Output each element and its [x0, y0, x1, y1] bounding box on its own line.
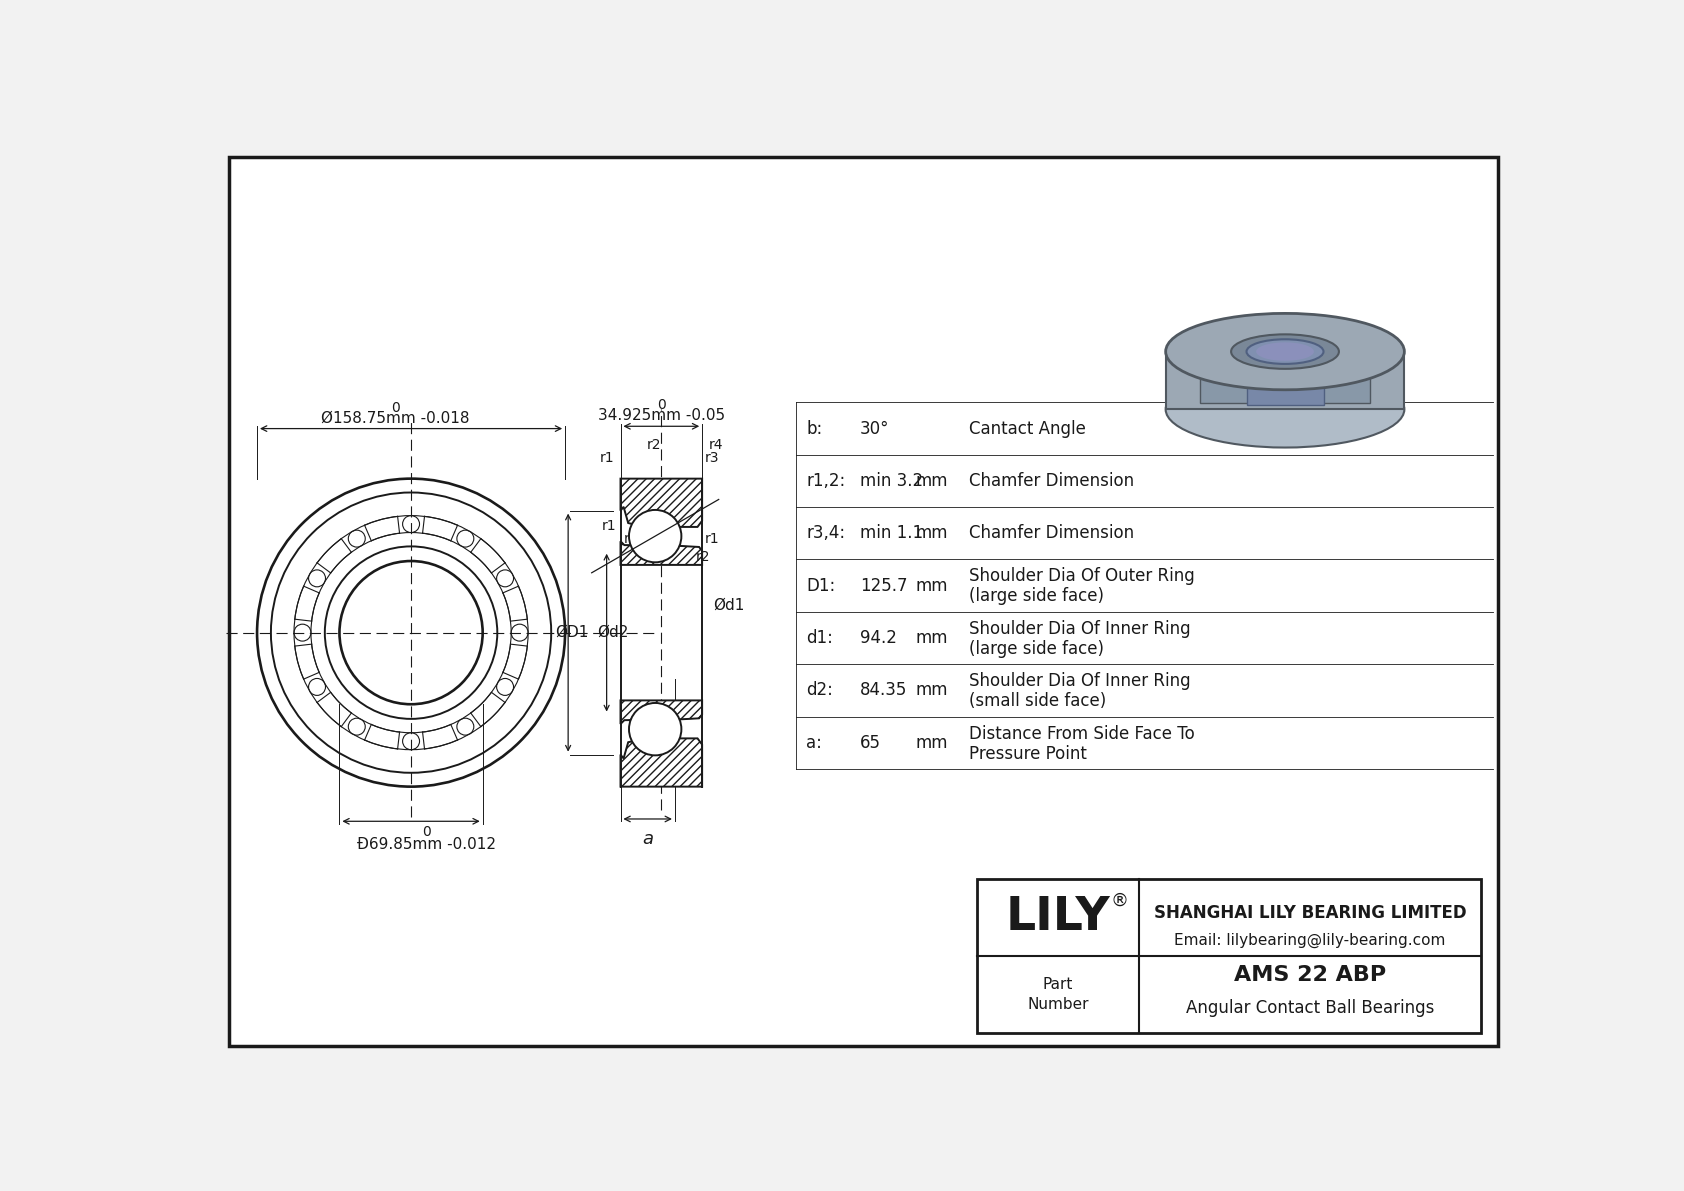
Ellipse shape [1246, 339, 1324, 364]
Polygon shape [620, 700, 702, 755]
Text: 0: 0 [423, 825, 431, 840]
Ellipse shape [1165, 372, 1404, 448]
Circle shape [630, 510, 682, 562]
Text: a:: a: [807, 734, 822, 752]
Text: r3: r3 [706, 450, 719, 464]
Text: SHANGHAI LILY BEARING LIMITED: SHANGHAI LILY BEARING LIMITED [1154, 904, 1467, 922]
Text: r2: r2 [695, 550, 711, 565]
Text: Ød2: Ød2 [598, 625, 628, 640]
Text: 30°: 30° [861, 419, 889, 437]
Text: Chamfer Dimension: Chamfer Dimension [970, 472, 1135, 490]
Text: Part
Number: Part Number [1027, 977, 1088, 1012]
Text: mm: mm [916, 681, 948, 699]
Polygon shape [620, 738, 702, 786]
Text: ØD1: ØD1 [556, 625, 588, 640]
Text: 94.2: 94.2 [861, 629, 898, 647]
Text: d1:: d1: [807, 629, 834, 647]
Text: ®: ® [1110, 892, 1128, 910]
Text: 125.7: 125.7 [861, 576, 908, 594]
Text: (large side face): (large side face) [970, 640, 1105, 657]
Text: r2: r2 [647, 437, 660, 451]
Text: mm: mm [916, 576, 948, 594]
Text: a: a [642, 830, 653, 848]
Text: Angular Contact Ball Bearings: Angular Contact Ball Bearings [1186, 999, 1435, 1017]
Text: 0: 0 [657, 399, 665, 412]
Text: D1:: D1: [807, 576, 835, 594]
Bar [977, 879, 1482, 1033]
Text: min 1.1: min 1.1 [861, 524, 923, 542]
Text: mm: mm [916, 734, 948, 752]
Circle shape [630, 703, 682, 755]
Text: 84.35: 84.35 [861, 681, 908, 699]
Polygon shape [1246, 360, 1324, 405]
Text: Distance From Side Face To: Distance From Side Face To [970, 724, 1196, 742]
Text: Shoulder Dia Of Outer Ring: Shoulder Dia Of Outer Ring [970, 567, 1196, 586]
Polygon shape [620, 511, 702, 565]
Text: 0: 0 [391, 400, 401, 414]
Text: Ød1: Ød1 [714, 598, 744, 612]
Text: b: b [657, 542, 665, 556]
Text: (small side face): (small side face) [970, 692, 1106, 710]
Text: Chamfer Dimension: Chamfer Dimension [970, 524, 1135, 542]
Text: r1: r1 [706, 532, 719, 547]
Text: (large side face): (large side face) [970, 587, 1105, 605]
Text: AMS 22 ABP: AMS 22 ABP [1234, 965, 1386, 985]
Text: Ð69.85mm -0.012: Ð69.85mm -0.012 [357, 837, 497, 852]
Text: mm: mm [916, 472, 948, 490]
Polygon shape [1165, 351, 1404, 410]
Text: d2:: d2: [807, 681, 834, 699]
Text: Ø158.75mm -0.018: Ø158.75mm -0.018 [322, 411, 470, 425]
Ellipse shape [1165, 313, 1404, 389]
Text: r3,4:: r3,4: [807, 524, 845, 542]
Ellipse shape [1231, 335, 1339, 369]
Text: r4: r4 [709, 437, 722, 451]
Ellipse shape [1256, 342, 1314, 361]
Text: r2: r2 [623, 532, 638, 547]
Text: r1: r1 [601, 519, 616, 532]
Text: Shoulder Dia Of Inner Ring: Shoulder Dia Of Inner Ring [970, 619, 1191, 638]
Text: 34.925mm -0.05: 34.925mm -0.05 [598, 409, 724, 423]
Text: min 3.2: min 3.2 [861, 472, 923, 490]
Text: mm: mm [916, 524, 948, 542]
Text: b:: b: [807, 419, 822, 437]
Text: Shoulder Dia Of Inner Ring: Shoulder Dia Of Inner Ring [970, 672, 1191, 690]
Text: Pressure Point: Pressure Point [970, 744, 1088, 762]
Text: Email: lilybearing@lily-bearing.com: Email: lilybearing@lily-bearing.com [1174, 933, 1447, 948]
Text: mm: mm [916, 629, 948, 647]
Polygon shape [620, 479, 702, 526]
Text: r1,2:: r1,2: [807, 472, 845, 490]
Text: r1: r1 [600, 450, 615, 464]
Text: LILY: LILY [1005, 896, 1110, 940]
Polygon shape [1201, 357, 1369, 404]
Text: 65: 65 [861, 734, 881, 752]
Text: Cantact Angle: Cantact Angle [970, 419, 1086, 437]
